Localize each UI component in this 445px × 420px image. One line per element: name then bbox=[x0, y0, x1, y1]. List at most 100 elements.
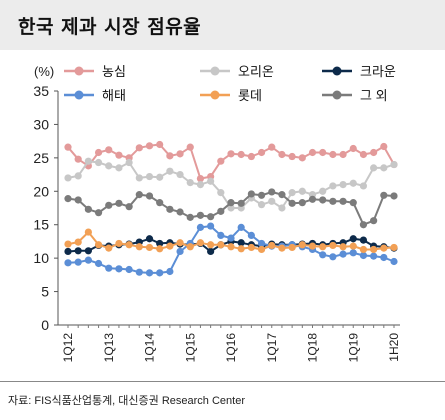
data-point bbox=[359, 251, 368, 260]
data-point bbox=[380, 142, 388, 151]
data-point bbox=[64, 247, 72, 256]
line-chart: (%) 0 5 10 15 20 25 30 35 1Q12 1Q13 1Q14 1Q15 1Q16 1Q1… bbox=[33, 64, 401, 363]
data-point bbox=[176, 150, 184, 158]
data-point bbox=[308, 242, 317, 250]
legend-label: 해태 bbox=[102, 88, 126, 103]
legend-marker bbox=[332, 66, 342, 76]
data-point bbox=[370, 148, 378, 157]
data-point bbox=[370, 245, 378, 254]
data-point bbox=[176, 239, 184, 247]
data-point bbox=[319, 187, 327, 195]
data-point bbox=[298, 154, 306, 162]
x-tick-label: 1Q16 bbox=[224, 333, 238, 363]
data-point bbox=[156, 239, 164, 248]
data-point bbox=[257, 191, 266, 199]
title-bar: 한국 제과 시장 점유율 bbox=[0, 0, 445, 50]
data-point bbox=[339, 243, 347, 251]
data-point bbox=[186, 213, 194, 221]
data-point bbox=[84, 157, 92, 165]
legend-marker bbox=[332, 90, 342, 100]
data-point bbox=[298, 241, 306, 249]
data-point bbox=[145, 172, 154, 181]
data-point bbox=[115, 265, 123, 273]
y-tick-label: 30 bbox=[33, 116, 49, 132]
data-point bbox=[105, 264, 113, 272]
x-tick-label: 1Q18 bbox=[306, 333, 320, 363]
y-tick-label: 5 bbox=[41, 284, 49, 300]
data-point bbox=[74, 238, 82, 246]
source-divider bbox=[0, 381, 445, 382]
data-point bbox=[268, 143, 276, 151]
y-tick-label: 20 bbox=[33, 183, 49, 199]
data-point bbox=[105, 244, 113, 252]
data-point bbox=[105, 201, 113, 209]
data-point bbox=[227, 243, 235, 251]
data-point bbox=[64, 259, 72, 267]
data-point bbox=[390, 257, 398, 266]
data-point bbox=[176, 170, 184, 179]
data-point bbox=[166, 205, 174, 213]
data-point bbox=[380, 191, 388, 199]
data-point bbox=[247, 231, 255, 240]
data-point bbox=[207, 247, 215, 256]
data-point bbox=[227, 150, 235, 158]
data-point bbox=[84, 228, 92, 236]
data-point bbox=[74, 258, 82, 266]
data-point bbox=[145, 243, 154, 252]
data-point bbox=[349, 144, 357, 153]
data-point bbox=[207, 241, 215, 249]
data-point bbox=[268, 197, 276, 205]
data-point bbox=[288, 243, 296, 252]
legend-label: 크라운 bbox=[360, 64, 396, 79]
data-point bbox=[359, 221, 368, 229]
legend-label: 농심 bbox=[102, 64, 126, 79]
data-point bbox=[339, 181, 347, 189]
data-point bbox=[370, 217, 378, 225]
legend-label: 오리온 bbox=[238, 64, 274, 79]
data-point bbox=[217, 157, 225, 165]
data-point bbox=[135, 144, 143, 152]
data-point bbox=[247, 243, 255, 252]
data-point bbox=[380, 164, 388, 172]
data-point bbox=[359, 150, 368, 159]
data-point bbox=[94, 259, 103, 268]
data-point bbox=[359, 245, 368, 254]
data-point bbox=[247, 152, 255, 161]
data-point bbox=[257, 148, 266, 157]
data-point bbox=[257, 201, 266, 209]
x-tick-label: 1H20 bbox=[387, 333, 401, 362]
legend-marker bbox=[74, 66, 84, 76]
data-point bbox=[278, 244, 286, 252]
data-point bbox=[257, 239, 266, 248]
data-point bbox=[207, 213, 215, 221]
data-point bbox=[64, 240, 72, 248]
data-point bbox=[319, 251, 327, 259]
y-tick-label: 15 bbox=[33, 217, 49, 233]
data-point bbox=[186, 243, 194, 251]
data-point bbox=[339, 250, 347, 258]
data-point bbox=[237, 239, 245, 247]
x-tick-label: 1Q19 bbox=[346, 333, 360, 363]
data-point bbox=[125, 158, 133, 167]
data-point bbox=[145, 269, 154, 277]
y-tick-label: 10 bbox=[33, 250, 49, 266]
legend-marker bbox=[74, 90, 84, 100]
data-point bbox=[196, 181, 205, 189]
data-point bbox=[145, 235, 154, 243]
data-point bbox=[329, 241, 337, 250]
data-point bbox=[339, 150, 347, 159]
data-point bbox=[288, 152, 296, 161]
data-point bbox=[288, 189, 296, 197]
data-point bbox=[64, 195, 72, 203]
data-point bbox=[125, 203, 133, 211]
data-point bbox=[390, 192, 398, 200]
legend-label: 롯데 bbox=[238, 88, 262, 103]
data-point bbox=[156, 245, 164, 253]
data-point bbox=[380, 244, 388, 252]
data-point bbox=[186, 178, 194, 187]
data-point bbox=[278, 191, 286, 199]
y-tick-label: 35 bbox=[33, 83, 49, 99]
data-point bbox=[237, 199, 245, 207]
data-point bbox=[349, 242, 357, 250]
source-note: 자료: FIS식품산업통계, 대신증권 Research Center bbox=[8, 395, 245, 407]
